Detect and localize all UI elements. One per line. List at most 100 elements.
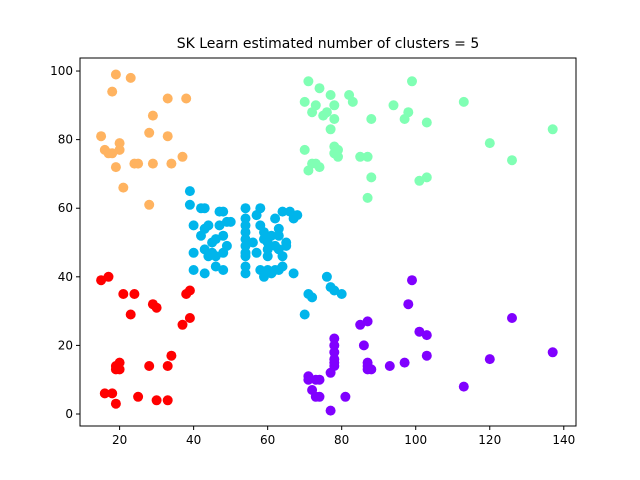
data-point [325,405,336,416]
data-point [133,158,144,169]
data-point [547,347,558,358]
data-point [240,227,251,238]
data-point [325,90,336,100]
data-point [421,117,432,128]
x-tick-label: 80 [334,433,349,447]
data-point [507,313,517,323]
series-cluster_2 [299,76,558,203]
data-point [292,210,303,221]
data-point [162,93,173,104]
data-point [277,261,288,272]
series-cluster_1 [184,186,347,320]
data-point [288,268,299,279]
data-point [314,83,325,94]
data-point [218,230,229,241]
series-cluster_0 [303,275,558,416]
data-point [307,385,318,395]
data-point [177,151,188,162]
data-point [214,220,225,231]
data-point [303,371,314,382]
data-points [96,69,558,416]
y-tick-label: 40 [58,270,73,284]
data-point [299,144,310,155]
data-point [362,151,373,162]
data-point [266,230,277,241]
data-point [329,100,340,111]
data-point [329,333,340,344]
data-point [221,240,232,251]
data-point [144,127,155,138]
data-point [151,302,162,313]
data-point [103,271,114,282]
data-point [162,361,173,371]
data-point [325,124,336,135]
data-point [166,158,177,169]
data-point [273,230,284,241]
data-point [147,110,158,121]
data-point [259,227,269,238]
data-point [321,271,332,282]
data-point [340,391,351,402]
y-axis-ticks: 0 20 40 60 80 100 [50,64,80,421]
data-point [177,319,188,330]
data-point [210,261,221,272]
data-point [147,158,158,169]
series-cluster_3 [96,69,192,210]
data-point [125,309,136,320]
data-point [162,131,173,142]
data-point [247,237,258,248]
data-point [184,186,195,197]
data-point [362,192,373,203]
data-point [188,265,199,275]
data-point [318,110,329,121]
data-point [110,398,121,409]
data-point [484,354,495,365]
y-tick-label: 20 [58,338,73,352]
y-tick-label: 100 [50,64,73,78]
x-tick-label: 40 [186,433,201,447]
data-point [407,76,417,87]
data-point [421,330,432,341]
data-point [399,114,410,124]
data-point [299,309,310,320]
data-point [314,391,325,402]
data-point [129,289,140,299]
data-point [188,247,199,258]
data-point [281,237,292,248]
data-point [484,138,495,149]
data-point [114,364,125,375]
data-point [107,388,118,399]
data-point [107,148,118,159]
data-point [303,76,314,87]
data-point [307,107,318,118]
x-tick-label: 120 [478,433,501,447]
data-point [110,69,121,80]
data-point [329,285,340,296]
data-point [329,114,340,124]
data-point [388,100,399,111]
data-point [255,203,266,214]
data-point [333,151,343,162]
data-point [162,395,173,406]
chart-title: SK Learn estimated number of clusters = … [177,36,480,52]
data-point [458,96,469,107]
data-point [259,271,269,282]
data-point [151,395,162,406]
data-point [273,223,284,234]
plot-frame [79,57,577,427]
data-point [188,220,199,231]
x-tick-label: 20 [112,433,127,447]
data-point [240,251,251,262]
data-point [199,203,210,214]
data-point [421,350,432,361]
data-point [110,162,121,173]
y-tick-label: 80 [58,133,73,147]
data-point [144,361,155,371]
data-point [366,172,377,183]
data-point [358,340,369,351]
data-point [118,182,129,193]
x-tick-label: 100 [404,433,427,447]
data-point [181,93,192,104]
x-axis-ticks: 20 40 60 80 100 120 140 [112,426,575,447]
